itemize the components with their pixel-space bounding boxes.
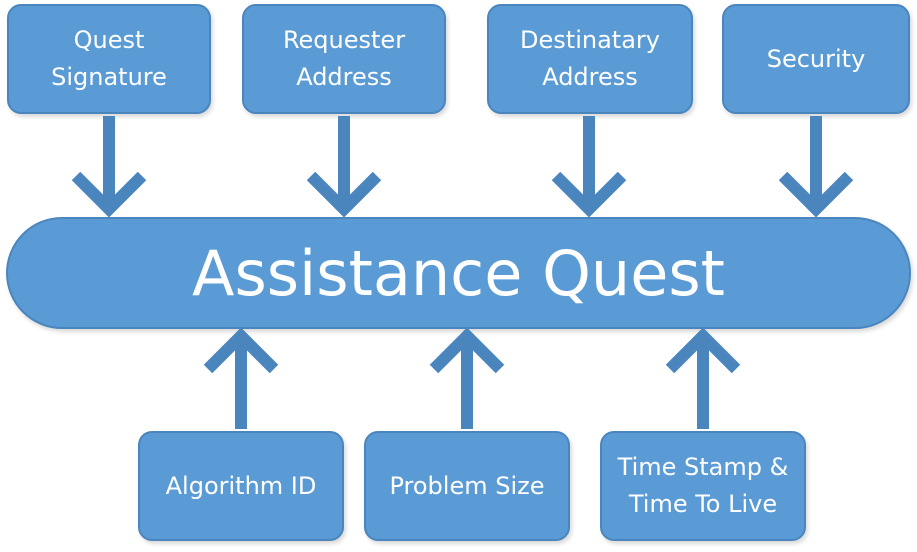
requester-address-label: Requester Address <box>283 22 405 96</box>
quest-signature-box: Quest Signature <box>7 4 211 114</box>
assistance-quest-label: Assistance Quest <box>192 237 725 310</box>
arrow-up-time-stamp <box>670 336 736 429</box>
time-stamp-label: Time Stamp & Time To Live <box>618 449 789 523</box>
arrow-down-requester-address <box>311 116 377 209</box>
destinatary-address-label: Destinatary Address <box>520 22 660 96</box>
algorithm-id-box: Algorithm ID <box>138 431 344 541</box>
arrow-down-destinatary-address <box>556 116 622 209</box>
algorithm-id-label: Algorithm ID <box>166 468 317 505</box>
problem-size-label: Problem Size <box>389 468 544 505</box>
arrow-up-problem-size <box>434 336 500 429</box>
requester-address-box: Requester Address <box>242 4 446 114</box>
time-stamp-box: Time Stamp & Time To Live <box>600 431 806 541</box>
arrow-down-security <box>783 116 849 209</box>
problem-size-box: Problem Size <box>364 431 570 541</box>
security-label: Security <box>767 41 866 78</box>
destinatary-address-box: Destinatary Address <box>487 4 693 114</box>
security-box: Security <box>722 4 910 114</box>
arrow-up-algorithm-id <box>208 336 274 429</box>
arrow-down-quest-signature <box>76 116 142 209</box>
quest-signature-label: Quest Signature <box>51 22 167 96</box>
assistance-quest-bar: Assistance Quest <box>6 217 911 329</box>
